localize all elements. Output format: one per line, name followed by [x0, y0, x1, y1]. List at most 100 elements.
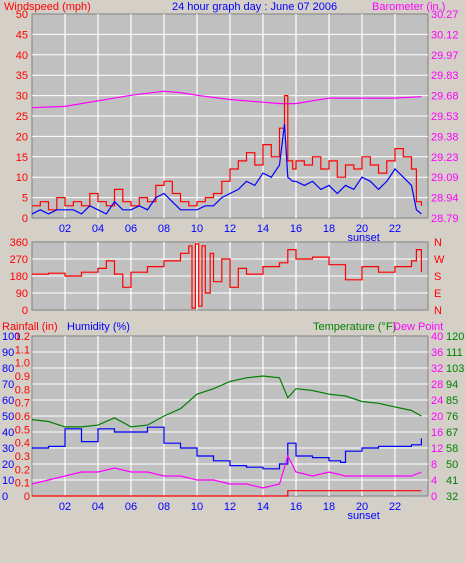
rainfall-tick-label: 0.8: [15, 384, 30, 396]
x-tick-label: 02: [59, 501, 71, 513]
dewpoint-tick-label: 12: [431, 443, 443, 455]
x-tick-label: 22: [389, 501, 401, 513]
sunset-label: sunset: [347, 510, 379, 522]
temperature-tick-label: 111: [446, 347, 463, 359]
direction-tick-label: 90: [16, 288, 28, 300]
humidity-tick-label: 80: [2, 363, 14, 375]
dewpoint-tick-label: 32: [431, 363, 443, 375]
x-tick-label: 12: [224, 223, 236, 235]
humidity-tick-label: 100: [2, 331, 20, 343]
x-tick-label: 22: [389, 223, 401, 235]
compass-tick-label: N: [434, 305, 442, 317]
temperature-tick-label: 50: [446, 459, 458, 471]
temperature-tick-label: 120: [446, 331, 464, 343]
dewpoint-tick-label: 16: [431, 427, 443, 439]
barometer-tick-label: 28.94: [431, 193, 459, 205]
temperature-tick-label: 67: [446, 427, 458, 439]
compass-tick-label: S: [434, 271, 441, 283]
dewpoint-axis-title: Dew Point: [393, 321, 443, 333]
dewpoint-tick-label: 0: [431, 491, 437, 503]
humidity-tick-label: 30: [2, 443, 14, 455]
barometer-tick-label: 29.68: [431, 91, 459, 103]
rainfall-tick-label: 0: [24, 491, 30, 503]
humidity-tick-label: 40: [2, 427, 14, 439]
barometer-tick-label: 29.53: [431, 111, 459, 123]
x-tick-label: 08: [158, 501, 170, 513]
sunset-label: sunset: [347, 232, 379, 244]
barometer-tick-label: 29.97: [431, 50, 459, 62]
wind-average-line: [31, 124, 422, 215]
x-tick-label: 20: [356, 223, 368, 235]
chart-title: 24 hour graph day : June 07 2006: [172, 1, 337, 13]
dewpoint-tick-label: 4: [431, 475, 437, 487]
x-tick-label: 02: [59, 223, 71, 235]
x-tick-label: 10: [191, 223, 203, 235]
wind-tick-label: 5: [22, 193, 28, 205]
rainfall-tick-label: 0.1: [15, 478, 30, 490]
x-tick-label: 16: [290, 501, 302, 513]
rainfall-tick-label: 1.1: [15, 344, 30, 356]
x-tick-label: 12: [224, 501, 236, 513]
windspeed-line: [32, 95, 422, 211]
barometer-tick-label: 29.38: [431, 131, 459, 143]
barometer-tick-label: 28.79: [431, 213, 459, 225]
x-tick-label: 20: [356, 501, 368, 513]
barometer-tick-label: 29.09: [431, 172, 459, 184]
rainfall-tick-label: 1.2: [15, 331, 30, 343]
x-tick-label: 16: [290, 223, 302, 235]
dewpoint-tick-label: 24: [431, 395, 443, 407]
humidity-tick-label: 90: [2, 347, 14, 359]
x-tick-label: 14: [257, 501, 269, 513]
temperature-tick-label: 85: [446, 395, 458, 407]
dewpoint-tick-label: 20: [431, 411, 443, 423]
dewpoint-tick-label: 8: [431, 459, 437, 471]
wind-tick-label: 0: [22, 213, 28, 225]
rainfall-axis-title: Rainfall (in): [2, 321, 58, 333]
x-tick-label: 04: [92, 501, 104, 513]
wind-tick-label: 50: [16, 9, 28, 21]
rainfall-tick-label: 1.0: [15, 358, 30, 370]
wind-tick-label: 30: [16, 91, 28, 103]
dewpoint-tick-label: 36: [431, 347, 443, 359]
rainfall-tick-label: 0.5: [15, 424, 30, 436]
wind-axis-title: Windspeed (mph): [4, 1, 91, 13]
wind-tick-label: 15: [16, 152, 28, 164]
humidity-axis-title: Humidity (%): [67, 321, 130, 333]
direction-tick-label: 180: [10, 271, 28, 283]
humidity-tick-label: 0: [2, 491, 8, 503]
compass-tick-label: W: [434, 254, 445, 266]
wind-tick-label: 40: [16, 50, 28, 62]
barometer-tick-label: 29.83: [431, 70, 459, 82]
compass-tick-label: N: [434, 237, 442, 249]
barometer-axis-title: Barometer (in.): [372, 1, 445, 13]
rainfall-tick-label: 0.2: [15, 464, 30, 476]
rainfall-line: [32, 490, 422, 497]
temperature-tick-label: 76: [446, 411, 458, 423]
wind-tick-label: 25: [16, 111, 28, 123]
wind-tick-label: 45: [16, 29, 28, 41]
temperature-tick-label: 58: [446, 443, 458, 455]
direction-tick-label: 360: [10, 237, 28, 249]
rainfall-tick-label: 0.6: [15, 411, 30, 423]
wind-direction-line: [32, 243, 422, 309]
rainfall-tick-label: 0.7: [15, 398, 30, 410]
barometer-tick-label: 30.27: [431, 9, 459, 21]
humidity-tick-label: 20: [2, 459, 14, 471]
barometer-tick-label: 29.23: [431, 152, 459, 164]
wind-tick-label: 35: [16, 70, 28, 82]
x-tick-label: 18: [323, 223, 335, 235]
compass-tick-label: E: [434, 288, 441, 300]
direction-tick-label: 270: [10, 254, 28, 266]
temperature-line: [31, 375, 422, 428]
humidity-tick-label: 60: [2, 395, 14, 407]
humidity-tick-label: 10: [2, 475, 14, 487]
x-tick-label: 06: [125, 501, 137, 513]
wind-tick-label: 20: [16, 131, 28, 143]
dewpoint-tick-label: 28: [431, 379, 443, 391]
barometer-line: [31, 90, 422, 109]
dewpoint-tick-label: 40: [431, 331, 443, 343]
x-tick-label: 14: [257, 223, 269, 235]
x-tick-label: 18: [323, 501, 335, 513]
